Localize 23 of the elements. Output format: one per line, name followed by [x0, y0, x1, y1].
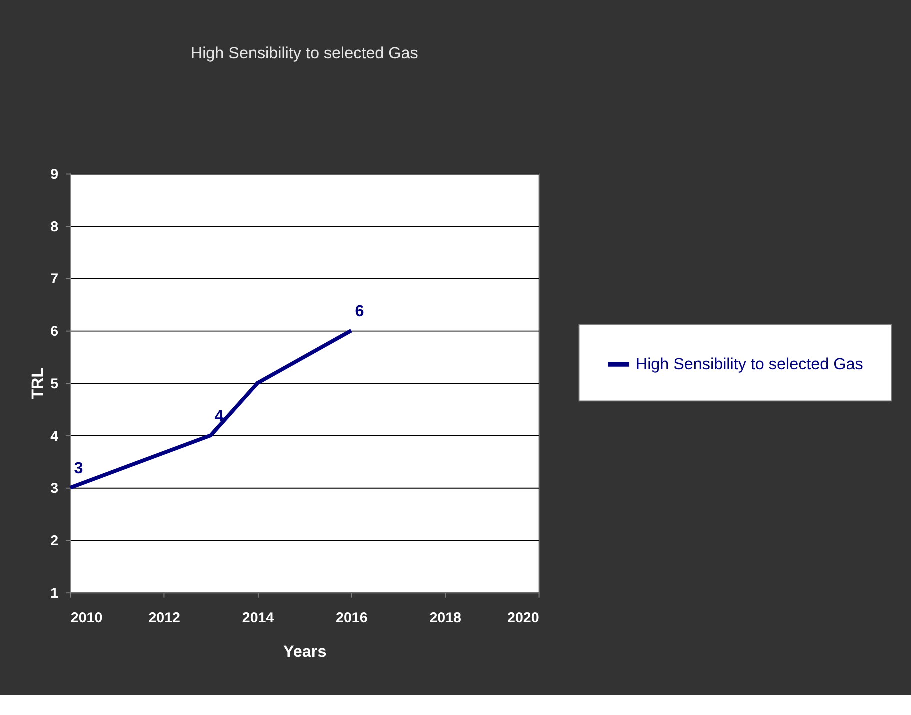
x-tick-label: 2012: [148, 610, 181, 627]
y-tick-label: 5: [50, 376, 59, 392]
x-tick-label: 2020: [508, 610, 540, 627]
data-label: 6: [355, 302, 364, 321]
y-axis-title: TRL: [28, 368, 47, 400]
x-tick-label: 2014: [242, 610, 274, 627]
data-label: 3: [74, 460, 84, 478]
legend-label: High Sensibility to selected Gas: [636, 355, 864, 374]
x-tick-label: 2010: [70, 610, 103, 627]
y-tick-label: 1: [50, 586, 59, 602]
x-axis-title: Years: [284, 642, 327, 661]
x-tick-label: 2018: [430, 610, 462, 627]
line-series: [68, 328, 354, 490]
x-tick-label: 2016: [336, 610, 368, 627]
y-tick-label: 8: [50, 219, 59, 236]
y-tick-label: 3: [50, 481, 59, 498]
y-tick-label: 9: [50, 167, 59, 184]
y-tick-label: 7: [50, 272, 59, 288]
y-tick-label: 2: [50, 534, 59, 550]
y-tick-label: 4: [50, 428, 59, 445]
y-tick-label: 6: [50, 324, 59, 340]
chart-title: High Sensibility to selected Gas: [190, 44, 418, 63]
data-label: 4: [214, 407, 224, 426]
